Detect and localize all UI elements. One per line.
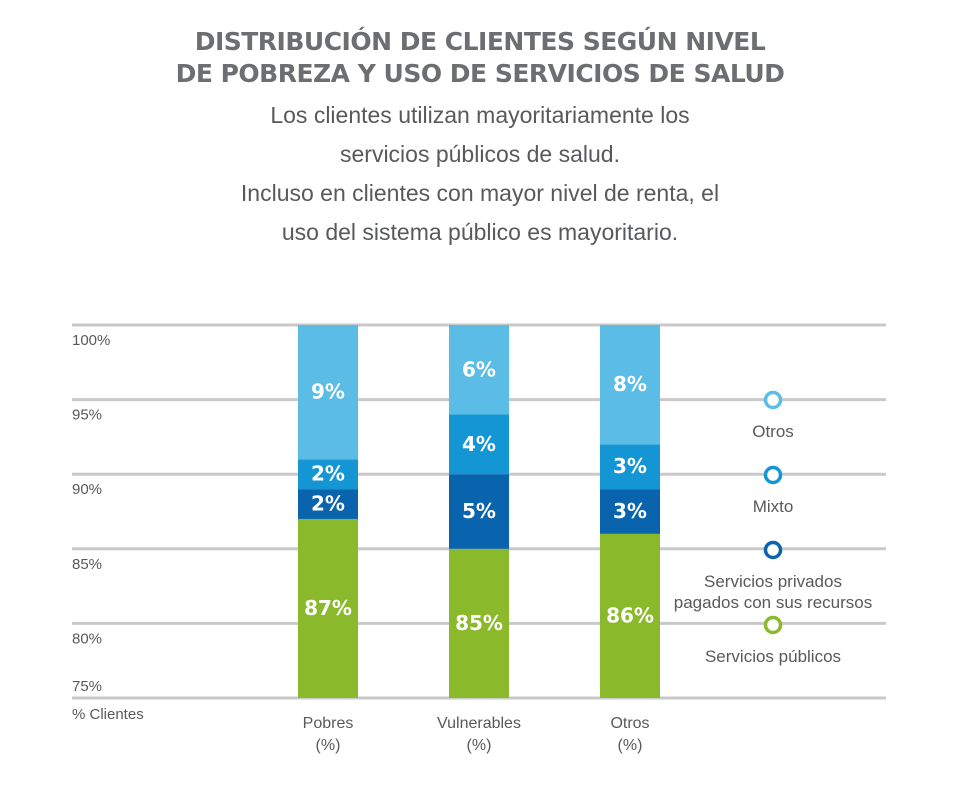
bar-segment bbox=[600, 489, 660, 534]
data-label: 85% bbox=[455, 611, 503, 635]
bar-segment bbox=[298, 489, 358, 519]
data-label: 8% bbox=[613, 372, 647, 396]
legend-label: Servicios privados pagados con sus recur… bbox=[673, 572, 873, 612]
bar-segment bbox=[600, 533, 660, 698]
y-tick-label: 80% bbox=[72, 630, 102, 647]
y-axis-label: % Clientes bbox=[72, 706, 144, 723]
data-label: 87% bbox=[304, 596, 352, 620]
y-tick-label: 100% bbox=[72, 332, 110, 349]
legend-marker bbox=[763, 465, 783, 485]
x-tick-label: Pobres (%) bbox=[302, 715, 354, 754]
y-tick-label: 85% bbox=[72, 556, 102, 573]
bar-segment bbox=[600, 444, 660, 490]
data-label: 3% bbox=[613, 499, 647, 523]
bar-segment bbox=[600, 325, 660, 445]
data-label: 5% bbox=[462, 499, 496, 523]
data-label: 4% bbox=[462, 432, 496, 456]
legend-marker bbox=[763, 540, 783, 560]
legend-marker bbox=[763, 390, 783, 410]
x-tick-label: Otros (%) bbox=[610, 715, 650, 754]
bar-segment bbox=[298, 459, 358, 490]
chart-title: DISTRIBUCIÓN DE CLIENTES SEGÚN NIVEL DE … bbox=[175, 27, 785, 88]
bar-segment bbox=[449, 325, 509, 415]
data-label: 9% bbox=[311, 380, 345, 404]
legend-marker bbox=[763, 615, 783, 635]
data-label: 3% bbox=[613, 454, 647, 478]
bar-segment bbox=[298, 325, 358, 460]
bar-segment bbox=[449, 414, 509, 475]
chart-subtitle: Los clientes utilizan mayoritariamente l… bbox=[240, 102, 720, 245]
legend-label: Servicios públicos bbox=[704, 647, 842, 666]
y-tick-label: 95% bbox=[72, 407, 102, 424]
data-label: 2% bbox=[311, 462, 345, 486]
data-label: 2% bbox=[311, 492, 345, 516]
data-label: 86% bbox=[606, 603, 654, 627]
y-tick-label: 90% bbox=[72, 481, 102, 498]
data-label: 6% bbox=[462, 357, 496, 381]
legend-label: Mixto bbox=[752, 497, 794, 516]
bar-segment bbox=[449, 548, 509, 698]
x-tick-label: Vulnerables (%) bbox=[437, 715, 521, 754]
bar-segment bbox=[298, 518, 358, 698]
bar-segment bbox=[449, 474, 509, 549]
legend-label: Otros bbox=[752, 422, 794, 441]
y-tick-label: 75% bbox=[72, 678, 102, 695]
